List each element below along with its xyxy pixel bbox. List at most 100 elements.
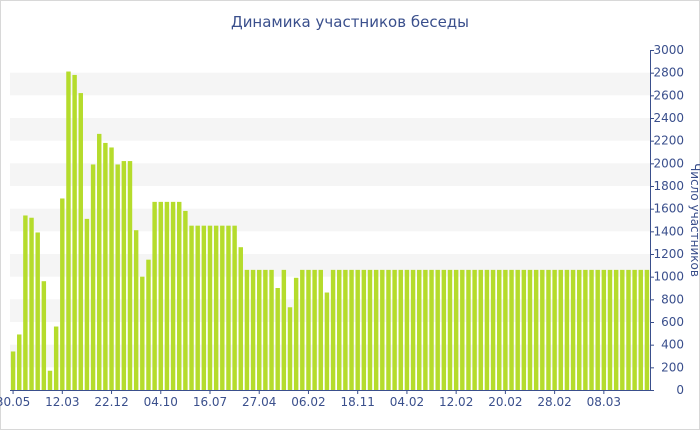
bar (84, 218, 90, 390)
bar (478, 269, 483, 390)
bar (355, 269, 360, 390)
bar (515, 269, 520, 390)
x-tick-label: 22.12 (94, 395, 128, 409)
bar (47, 370, 53, 390)
bar (404, 269, 410, 390)
grid-band (10, 208, 650, 232)
grid-band (10, 299, 650, 322)
chart-title: Динамика участников беседы (230, 13, 470, 31)
bar (170, 201, 176, 390)
x-tick-label: 27.04 (242, 395, 276, 409)
bar (103, 142, 108, 390)
bar (589, 269, 594, 390)
y-tick-label: 2800 (653, 66, 684, 80)
bar (269, 269, 274, 390)
x-tick-label: 28.02 (537, 395, 571, 409)
bar (226, 225, 231, 390)
bar (497, 269, 502, 390)
bar (263, 269, 268, 390)
y-tick-label: 2000 (653, 156, 684, 170)
bar (447, 269, 453, 390)
y-axis-ticks: 0 200 400 600 800 1000 1200 1400 1600 1800 2000 220… (650, 43, 684, 397)
bar (398, 269, 403, 390)
bar (472, 269, 477, 390)
bar (97, 133, 102, 390)
bar (53, 326, 59, 390)
bar (78, 93, 83, 390)
bar (546, 269, 551, 390)
bar (220, 225, 225, 390)
bar (626, 269, 631, 390)
bar (380, 269, 385, 390)
x-axis-ticks: 30.05 12.03 22.12 04.10 16.07 27.04 06.02 18.11… (0, 390, 621, 409)
bar (250, 269, 256, 390)
bar (183, 210, 188, 390)
bar (527, 269, 533, 390)
bar (503, 269, 508, 390)
grid-band (10, 118, 650, 141)
bar (620, 269, 625, 390)
bar (275, 288, 280, 390)
bar (189, 225, 194, 390)
bar (177, 201, 182, 390)
bar (257, 269, 262, 390)
bar (484, 269, 490, 390)
y-tick-label: 600 (661, 315, 684, 329)
bar (644, 269, 650, 390)
bar (244, 269, 250, 390)
bar (367, 269, 373, 390)
grid-bands (10, 72, 650, 368)
bar (90, 164, 96, 390)
grid-band (10, 344, 650, 368)
bar (423, 269, 428, 390)
x-tick-label: 04.10 (144, 395, 178, 409)
bar (540, 269, 545, 390)
bar (429, 269, 434, 390)
bar (558, 269, 563, 390)
grid-band (10, 254, 650, 277)
x-tick-label: 12.02 (439, 395, 473, 409)
bar (115, 164, 120, 390)
bar (490, 269, 496, 390)
grid-band (10, 163, 650, 186)
bar (152, 201, 157, 390)
x-tick-label: 30.05 (0, 395, 30, 409)
bar (17, 334, 22, 390)
y-tick-label: 2600 (653, 88, 684, 102)
bar (392, 269, 397, 390)
bar (213, 225, 219, 390)
bar (23, 215, 28, 390)
x-tick-label: 18.11 (341, 395, 375, 409)
bar (287, 307, 293, 390)
y-tick-label: 2400 (653, 111, 684, 125)
x-tick-label: 16.07 (193, 395, 227, 409)
bar (300, 269, 305, 390)
bar (318, 269, 323, 390)
bar (72, 74, 77, 391)
bar (417, 269, 422, 390)
bar (127, 161, 133, 390)
bar (312, 269, 317, 390)
x-tick-label: 08.03 (587, 395, 621, 409)
bar (595, 269, 600, 390)
y-tick-label: 400 (661, 338, 684, 352)
bar (207, 225, 213, 390)
y-tick-label: 3000 (653, 43, 684, 57)
y-tick-label: 0 (676, 383, 684, 397)
bar (533, 269, 539, 390)
bar (361, 269, 367, 390)
bar (607, 269, 613, 390)
bar (201, 225, 207, 390)
bar (121, 161, 127, 390)
bar (109, 147, 114, 390)
bar (386, 269, 391, 390)
bar (343, 269, 348, 390)
x-tick-label: 12.03 (45, 395, 79, 409)
y-tick-label: 2200 (653, 134, 684, 148)
bar (373, 269, 379, 390)
bar (324, 292, 330, 390)
bar (583, 269, 588, 390)
bar (306, 269, 311, 390)
bar (164, 201, 170, 390)
